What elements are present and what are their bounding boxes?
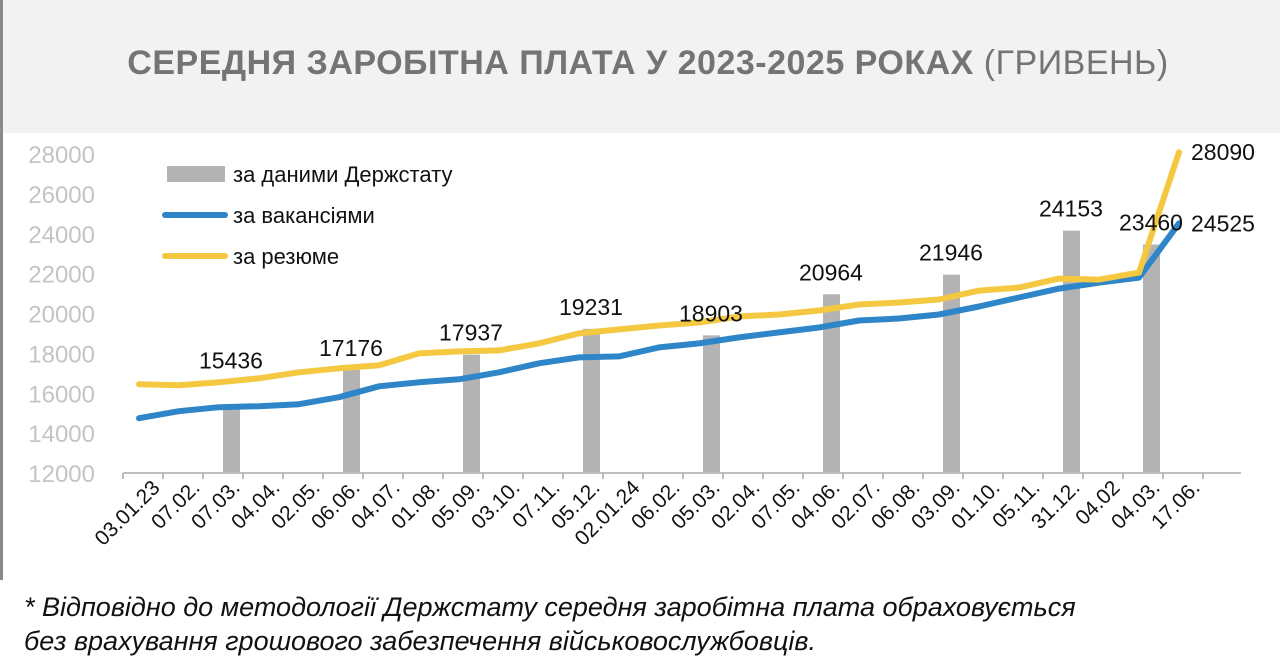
bar-data-label: 18903	[679, 300, 743, 326]
bar	[703, 335, 720, 473]
bar	[1143, 244, 1160, 473]
bar	[463, 354, 480, 473]
bar	[1063, 230, 1080, 473]
bar	[943, 274, 960, 473]
footnote-line-1: * Відповідно до методології Держстату се…	[24, 592, 1076, 622]
bar-data-label: 20964	[799, 259, 863, 285]
chart-area: 12000 14000 16000 18000 20000 22000 24000 26000…	[0, 133, 1280, 580]
line-end-label: 28090	[1191, 139, 1255, 165]
y-tick-label: 16000	[28, 381, 95, 408]
legend-swatch-bar	[167, 166, 225, 182]
legend-label: за резюме	[233, 244, 339, 269]
title-unit: (ГРИВЕНЬ)	[983, 44, 1169, 82]
bar	[583, 328, 600, 473]
y-tick-label: 24000	[28, 222, 95, 249]
bar-data-label: 23460	[1119, 210, 1183, 236]
bar-data-label: 17176	[319, 335, 383, 361]
footnote: * Відповідно до методології Держстату се…	[24, 590, 1274, 658]
legend-label: за вакансіями	[233, 203, 375, 228]
y-tick-label: 20000	[28, 302, 95, 329]
y-tick-label: 22000	[28, 262, 95, 289]
title-main: СЕРЕДНЯ ЗАРОБІТНА ПЛАТА У 2023-2025 РОКА…	[127, 44, 974, 82]
bar	[223, 404, 240, 473]
chart-title: СЕРЕДНЯ ЗАРОБІТНА ПЛАТА У 2023-2025 РОКА…	[3, 44, 1280, 83]
y-tick-label: 12000	[28, 461, 95, 488]
chart-svg: 12000 14000 16000 18000 20000 22000 24000 26000…	[28, 139, 1255, 550]
line-vacancies	[136, 220, 1182, 422]
bar-data-label: 21946	[919, 240, 983, 266]
y-tick-label: 14000	[28, 421, 95, 448]
bar-data-label: 24153	[1039, 196, 1103, 222]
bar-data-label: 15436	[199, 347, 263, 373]
bar	[343, 369, 360, 473]
bar-data-label: 17937	[439, 320, 503, 346]
line-end-label: 24525	[1191, 210, 1255, 236]
footnote-line-2: без врахування грошового забезпечення ві…	[24, 626, 816, 656]
line-resumes	[136, 149, 1182, 389]
y-tick-label: 18000	[28, 341, 95, 368]
title-band: СЕРЕДНЯ ЗАРОБІТНА ПЛАТА У 2023-2025 РОКА…	[0, 0, 1280, 133]
bar-data-label: 19231	[559, 294, 623, 320]
y-tick-label: 26000	[28, 182, 95, 209]
bar	[823, 294, 840, 473]
y-tick-label: 28000	[28, 142, 95, 169]
legend-label: за даними Держстату	[233, 162, 452, 187]
